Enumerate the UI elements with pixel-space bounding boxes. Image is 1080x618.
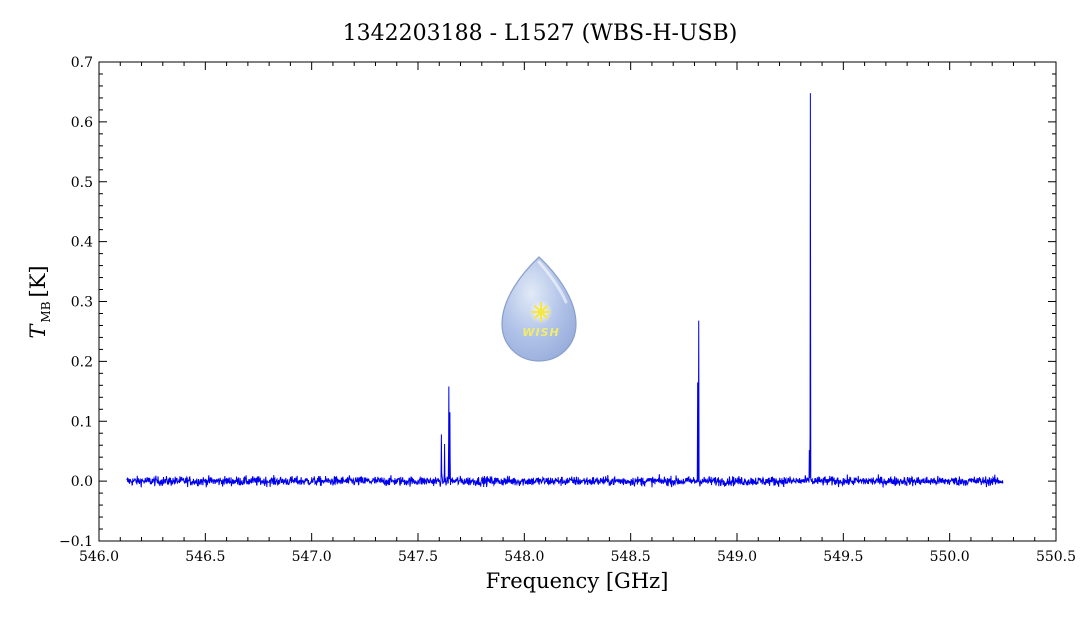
star-icon — [531, 302, 551, 322]
chart-title: 1342203188 - L1527 (WBS-H-USB) — [343, 21, 738, 46]
y-tick-label: −0.1 — [59, 534, 93, 550]
x-tick-label: 550.5 — [1036, 549, 1076, 565]
x-tick-label: 550.0 — [930, 549, 970, 565]
x-axis-label: Frequency [GHz] — [486, 569, 669, 593]
wish-logo: WISH — [501, 256, 577, 362]
logo-text: WISH — [522, 326, 559, 339]
y-tick-label: 0.5 — [71, 175, 93, 191]
y-axis-ticks: −0.1 0.0 0.1 0.2 0.3 0.4 0.5 0.6 0.7 — [59, 55, 1056, 550]
spectrum-data — [126, 93, 1004, 488]
y-tick-label: 0.6 — [71, 115, 93, 131]
x-tick-label: 547.5 — [398, 549, 438, 565]
x-tick-label: 548.5 — [611, 549, 651, 565]
x-tick-label: 547.0 — [292, 549, 332, 565]
y-tick-label: 0.2 — [71, 354, 93, 370]
x-tick-label: 549.5 — [823, 549, 863, 565]
y-axis-label: TMB[K] — [26, 265, 53, 338]
x-tick-label: 546.0 — [79, 549, 119, 565]
y-tick-label: 0.4 — [71, 235, 93, 251]
y-tick-label: 0.1 — [71, 414, 93, 430]
y-tick-label: 0.3 — [71, 295, 93, 311]
x-tick-label: 548.0 — [504, 549, 544, 565]
x-tick-label: 549.0 — [717, 549, 757, 565]
y-tick-label: 0.0 — [71, 474, 93, 490]
spectrum-line — [126, 93, 1004, 488]
x-tick-label: 546.5 — [185, 549, 225, 565]
x-axis-ticks: 546.0 546.5 547.0 547.5 548.0 548.5 549.0 549.5… — [79, 62, 1076, 565]
plot-frame — [98, 61, 1057, 542]
y-tick-label: 0.7 — [71, 55, 93, 71]
